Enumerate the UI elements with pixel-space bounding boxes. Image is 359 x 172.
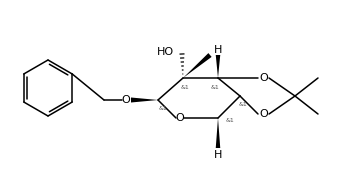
Polygon shape	[216, 55, 220, 78]
Text: &1: &1	[239, 103, 247, 108]
Polygon shape	[216, 118, 220, 148]
Text: O: O	[260, 73, 269, 83]
Text: &1: &1	[181, 84, 190, 89]
Text: H: H	[214, 150, 222, 160]
Text: HO: HO	[157, 47, 174, 57]
Polygon shape	[183, 53, 211, 78]
Text: O: O	[260, 109, 269, 119]
Text: &1: &1	[159, 106, 167, 111]
Text: &1: &1	[225, 117, 234, 122]
Text: O: O	[176, 113, 185, 123]
Text: O: O	[122, 95, 130, 105]
Text: &1: &1	[211, 84, 219, 89]
Polygon shape	[131, 98, 158, 103]
Text: H: H	[214, 45, 222, 55]
